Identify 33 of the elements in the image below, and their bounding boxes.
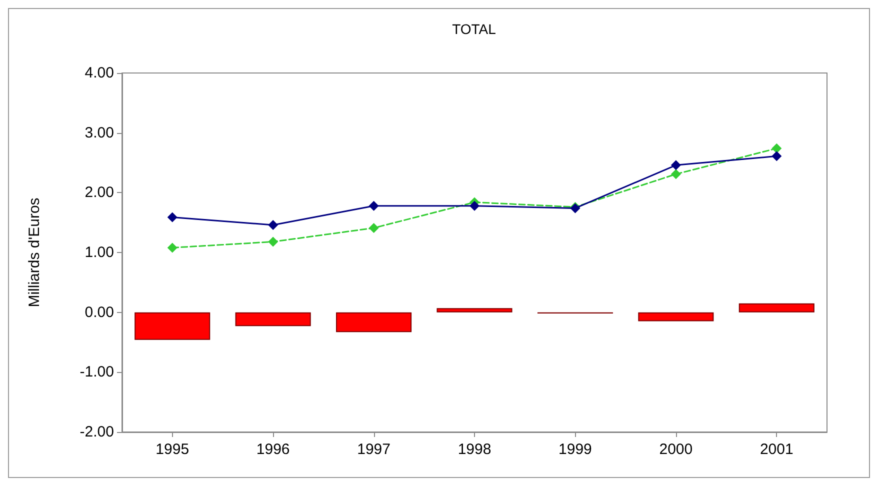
bar <box>134 312 210 340</box>
point <box>368 200 379 211</box>
x-tick-label: 1996 <box>256 441 290 458</box>
x-tick-label: 1997 <box>357 441 390 458</box>
chart-title: TOTAL <box>452 21 496 37</box>
x-tick-label: 2001 <box>760 441 794 458</box>
x-tick-label: 2000 <box>659 441 693 458</box>
x-tick-label: 1995 <box>156 441 190 458</box>
y-tick-label: -1.00 <box>80 364 114 381</box>
y-tick-label: 3.00 <box>84 124 114 142</box>
point <box>670 160 681 170</box>
point <box>167 212 178 222</box>
bar <box>738 303 814 312</box>
bar <box>638 312 714 322</box>
point <box>268 220 278 230</box>
x-tick-label: 1999 <box>558 441 592 458</box>
point <box>772 143 782 154</box>
point <box>368 222 379 233</box>
point <box>772 151 782 162</box>
y-tick-label: 2.00 <box>84 184 114 202</box>
point <box>670 169 681 180</box>
point <box>470 200 480 211</box>
point <box>268 236 278 247</box>
x-tick-label: 1998 <box>458 441 492 458</box>
y-tick-label: -2.00 <box>80 424 114 440</box>
bar <box>436 308 512 312</box>
bar <box>235 312 311 326</box>
y-tick-label: 1.00 <box>84 244 114 261</box>
point <box>167 242 178 253</box>
y-axis-title: Milliards d'Euros <box>26 198 43 308</box>
bar <box>336 312 412 332</box>
y-tick-label: 4.00 <box>84 64 114 82</box>
y-tick-label: 0.00 <box>84 304 114 321</box>
